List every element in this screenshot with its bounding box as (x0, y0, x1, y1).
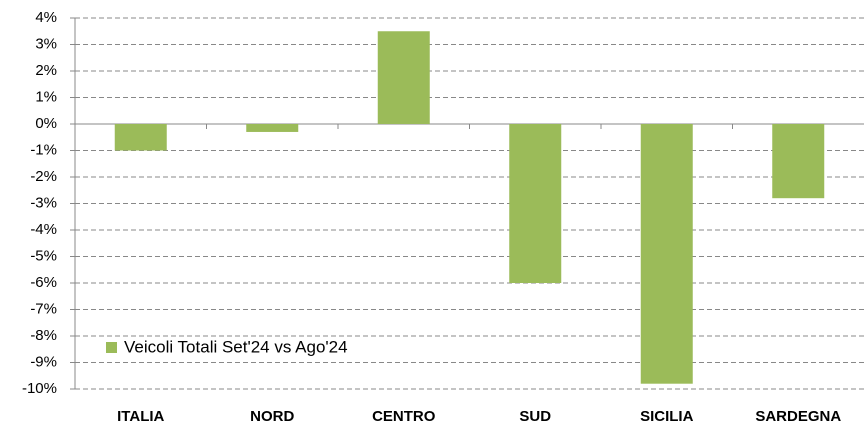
y-tick-label: -9% (30, 353, 57, 370)
x-tick-label: SUD (519, 408, 551, 425)
x-tick-label: CENTRO (372, 408, 436, 425)
y-tick-label: -6% (30, 274, 57, 291)
x-tick-label: ITALIA (117, 408, 164, 425)
bar (509, 124, 562, 283)
bar (377, 31, 430, 124)
x-tick-label: SICILIA (640, 408, 694, 425)
y-tick-label: 3% (35, 35, 57, 52)
y-tick-label: -2% (30, 168, 57, 185)
bar (114, 124, 167, 151)
y-tick-label: 1% (35, 88, 57, 105)
bar (246, 124, 299, 132)
bar (772, 124, 825, 199)
bar (640, 124, 693, 384)
legend-swatch (106, 342, 117, 353)
x-tick-label: NORD (250, 408, 294, 425)
y-tick-label: 4% (35, 9, 57, 26)
y-tick-label: -4% (30, 221, 57, 238)
legend-label: Veicoli Totali Set'24 vs Ago'24 (124, 337, 348, 356)
y-tick-label: -1% (30, 141, 57, 158)
y-tick-label: 0% (35, 115, 57, 132)
y-tick-label: -10% (22, 380, 57, 397)
y-tick-label: -5% (30, 247, 57, 264)
y-tick-label: 2% (35, 62, 57, 79)
x-tick-label: SARDEGNA (755, 408, 841, 425)
y-tick-label: -8% (30, 327, 57, 344)
y-tick-label: -7% (30, 300, 57, 317)
y-tick-label: -3% (30, 194, 57, 211)
